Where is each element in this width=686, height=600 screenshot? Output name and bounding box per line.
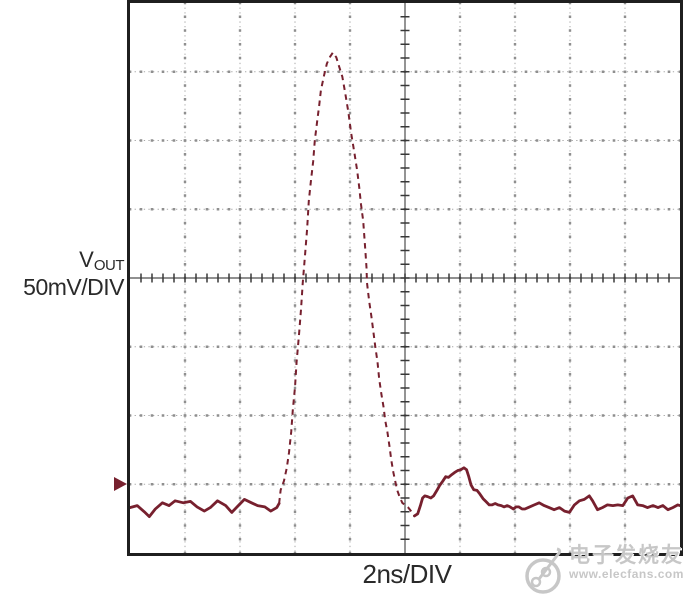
y-axis-scale: 50mV/DIV bbox=[23, 273, 124, 300]
trace-baseline-post-pulse-with-aftershoot bbox=[413, 466, 680, 518]
watermark-text: 电子发烧友 www.elecfans.com bbox=[569, 544, 684, 581]
watermark-chinese: 电子发烧友 bbox=[569, 544, 684, 567]
trace-baseline-pre-pulse bbox=[130, 498, 281, 518]
y-axis-label: VOUT 50mV/DIV bbox=[0, 247, 124, 301]
watermark: 电子发烧友 www.elecfans.com bbox=[521, 544, 684, 598]
y-axis-symbol: VOUT bbox=[79, 247, 124, 274]
waveform-svg bbox=[130, 3, 680, 553]
trigger-level-marker-icon bbox=[114, 477, 127, 492]
x-axis-label: 2ns/DIV bbox=[362, 559, 453, 589]
scope-graticule bbox=[127, 0, 683, 556]
trace-output-pulse bbox=[278, 51, 416, 517]
elecfans-logo-icon bbox=[525, 547, 562, 594]
watermark-url: www.elecfans.com bbox=[569, 567, 684, 582]
